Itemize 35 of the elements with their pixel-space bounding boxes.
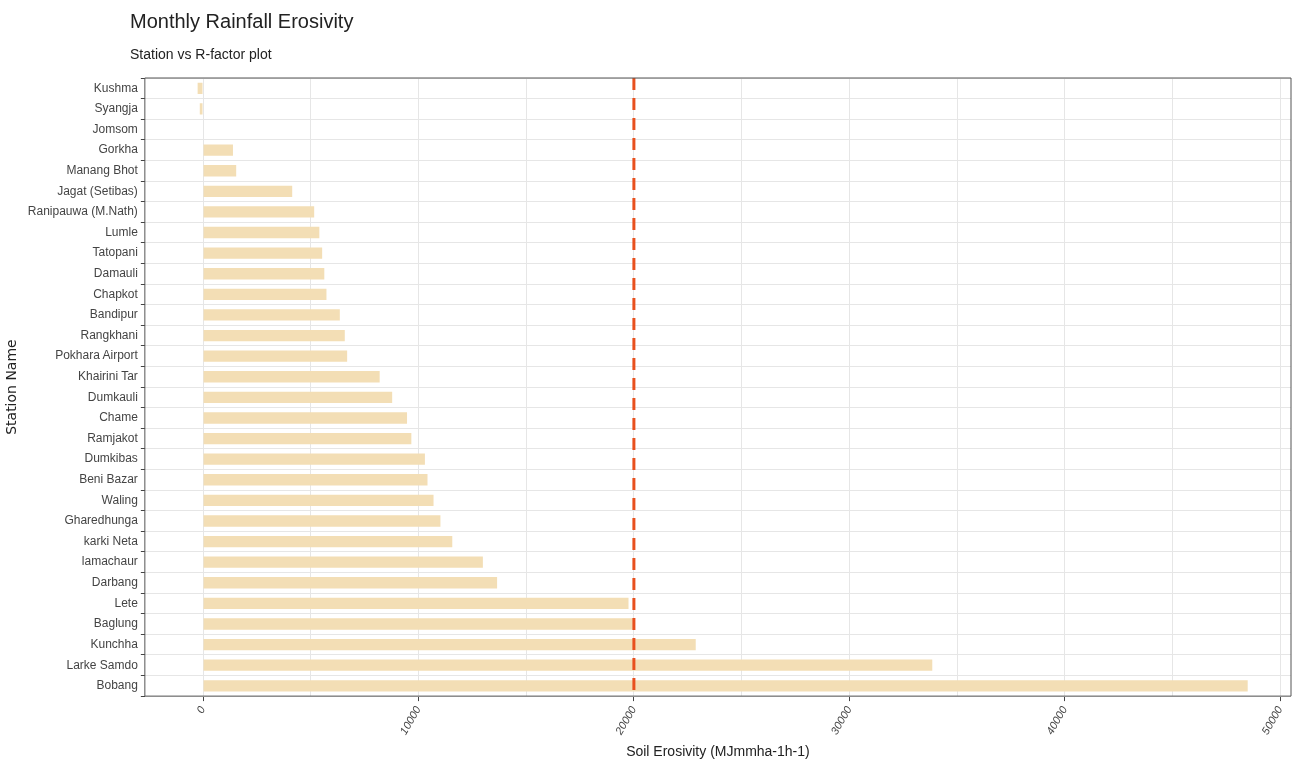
x-axis-title: Soil Erosivity (MJmmha-1h-1) <box>626 743 810 760</box>
y-tick-label: Baglung <box>93 616 138 631</box>
y-tick-label: Rangkhani <box>80 327 138 342</box>
y-axis-title: Station Name <box>3 339 20 435</box>
y-tick-label: karki Neta <box>83 533 139 548</box>
y-tick-label: Khairini Tar <box>78 369 138 384</box>
chart-subtitle: Station vs R-factor plot <box>130 46 272 62</box>
y-tick-label: Bobang <box>96 678 138 693</box>
y-tick-label: Kushma <box>93 80 139 95</box>
y-tick-label: Beni Bazar <box>79 472 138 487</box>
y-tick-label: Manang Bhot <box>66 163 139 178</box>
y-tick-label: Bandipur <box>89 307 138 322</box>
y-tick-label: Chame <box>99 410 139 425</box>
y-tick-label: Gorkha <box>98 142 139 157</box>
y-tick-label: Ramjakot <box>87 430 139 445</box>
y-tick-label: Gharedhunga <box>64 513 139 528</box>
y-tick-label: Larke Samdo <box>66 657 139 672</box>
y-tick-label: Tatopani <box>92 245 138 260</box>
y-tick-label: Dumkibas <box>84 451 138 466</box>
y-tick-label: Jomsom <box>92 121 138 136</box>
y-tick-label: Chapkot <box>93 286 139 301</box>
y-tick-label: Kunchha <box>90 636 139 651</box>
x-tick-label: 0 <box>193 703 208 716</box>
y-tick-label: Lete <box>114 595 139 610</box>
y-tick-label: Ranipauwa (M.Nath) <box>27 204 138 219</box>
chart-title: Monthly Rainfall Erosivity <box>130 10 354 33</box>
y-tick-label: Lumle <box>105 224 139 239</box>
y-tick-label: Darbang <box>91 575 138 590</box>
y-tick-label: Dumkauli <box>87 389 138 404</box>
y-tick-label: Syangja <box>94 101 139 116</box>
y-tick-label: Jagat (Setibas) <box>57 183 138 198</box>
y-tick-label: Pokhara Airport <box>55 348 139 363</box>
y-tick-label: Damauli <box>93 266 138 281</box>
y-tick-label: Waling <box>101 492 138 507</box>
y-tick-label: lamachaur <box>81 554 138 569</box>
